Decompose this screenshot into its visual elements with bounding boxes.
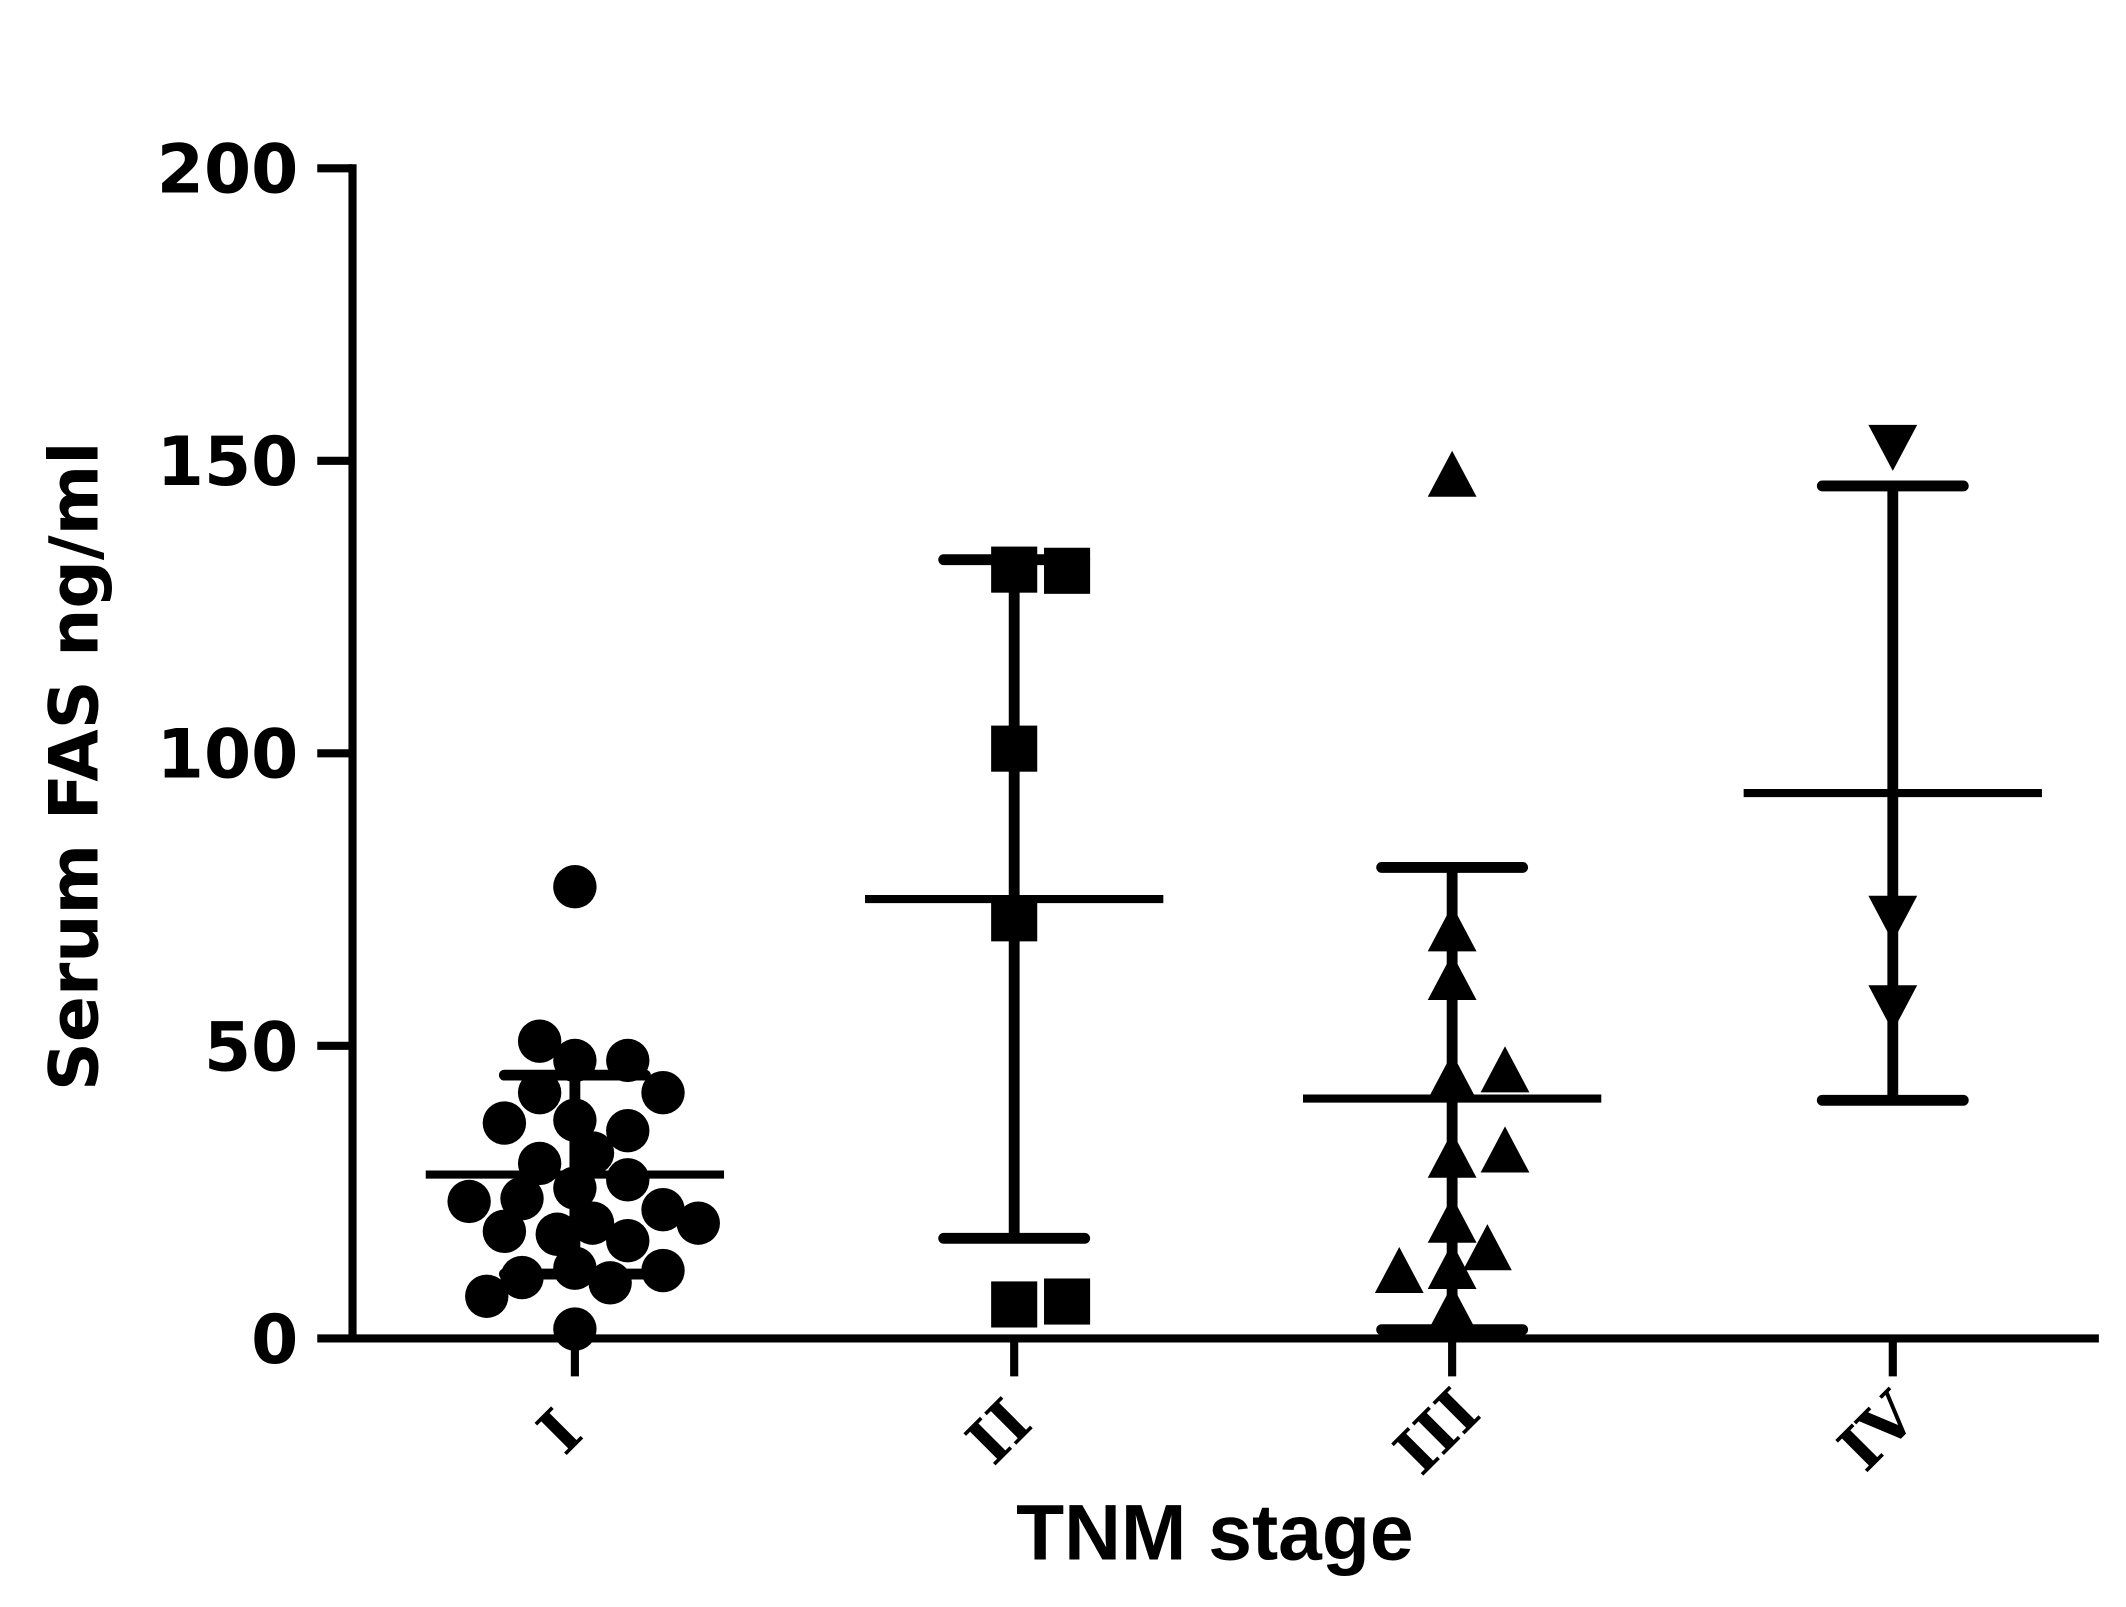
data-point <box>465 1274 509 1318</box>
data-point <box>1044 547 1091 594</box>
data-point <box>641 1187 685 1232</box>
data-point <box>1427 953 1477 1000</box>
data-point <box>1427 1196 1477 1243</box>
data-point <box>1374 1246 1424 1294</box>
data-point <box>570 1131 615 1175</box>
x-axis-title: TNM stage <box>1016 1488 1414 1576</box>
data-point <box>517 1141 562 1186</box>
x-tick-label: III <box>1379 1374 1493 1488</box>
data-point <box>482 1101 527 1145</box>
data-point <box>991 546 1038 593</box>
data-point <box>1427 905 1477 952</box>
data-point <box>606 1158 650 1202</box>
x-tick-label: I <box>523 1395 596 1468</box>
data-point <box>553 865 597 909</box>
data-point <box>606 1038 650 1083</box>
data-point <box>588 1261 632 1305</box>
data-point <box>641 1248 685 1293</box>
data-point <box>1868 895 1918 942</box>
data-point <box>1044 1278 1091 1325</box>
data-point <box>991 895 1038 942</box>
data-point <box>553 1166 597 1210</box>
data-point <box>553 1038 597 1083</box>
x-tick-label: II <box>952 1385 1046 1479</box>
data-point <box>553 1098 597 1142</box>
data-point <box>606 1109 650 1153</box>
y-tick-label: 50 <box>204 1007 298 1086</box>
data-point <box>1868 985 1918 1032</box>
data-point <box>991 1281 1038 1328</box>
data-point <box>482 1209 527 1254</box>
data-point <box>553 1246 597 1290</box>
data-point <box>535 1212 579 1256</box>
data-point <box>1480 1046 1530 1093</box>
y-tick-label: 200 <box>157 130 298 209</box>
data-point <box>606 1218 650 1263</box>
data-point <box>517 1070 562 1115</box>
data-point <box>1427 450 1477 497</box>
data-point <box>500 1176 544 1221</box>
data-point <box>1480 1126 1530 1173</box>
data-point <box>641 1070 685 1115</box>
data-point <box>517 1019 562 1063</box>
y-tick-label: 0 <box>251 1300 298 1379</box>
data-point <box>1427 1053 1477 1100</box>
x-tick-label: IV <box>1824 1377 1932 1485</box>
data-point <box>447 1179 491 1224</box>
y-axis-title: Serum FAS ng/ml <box>35 441 114 1090</box>
data-point <box>1462 1224 1512 1271</box>
y-tick-label: 150 <box>157 422 298 501</box>
data-point <box>1427 1242 1477 1289</box>
data-point <box>1868 424 1918 471</box>
data-point <box>676 1201 720 1245</box>
data-point <box>553 1307 597 1351</box>
data-point <box>991 725 1038 772</box>
data-point <box>1427 1284 1477 1332</box>
data-point <box>500 1255 544 1300</box>
y-tick-label: 100 <box>157 715 298 794</box>
data-point <box>1427 1131 1477 1178</box>
data-point <box>570 1201 615 1245</box>
